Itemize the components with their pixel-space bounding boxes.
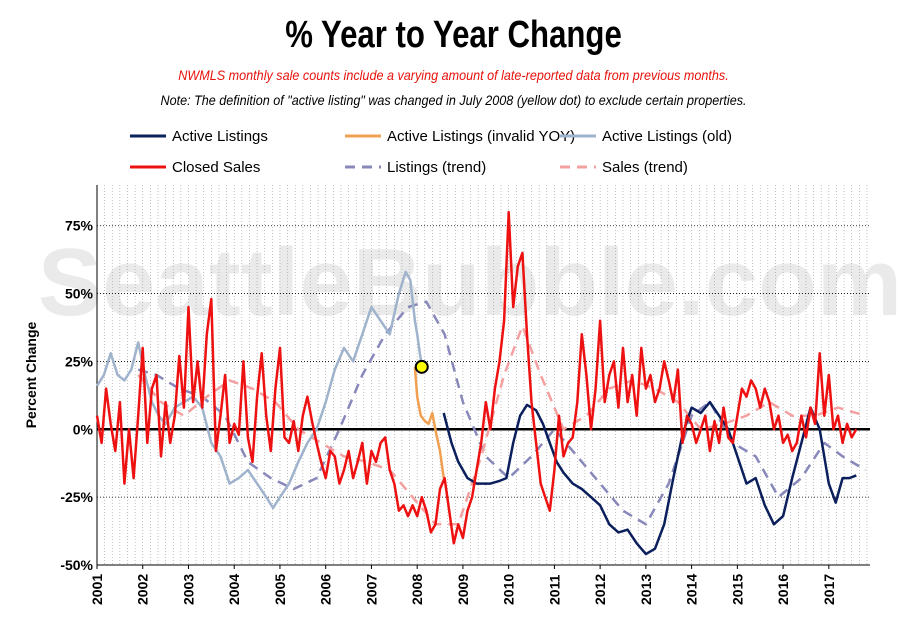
x-tick-label: 2017 [821, 574, 837, 605]
x-tick-label: 2011 [546, 574, 562, 605]
x-tick-label: 2006 [318, 574, 334, 605]
x-tick-label: 2007 [363, 574, 379, 605]
x-tick-label: 2012 [592, 574, 608, 605]
y-axis-label: Percent Change [23, 321, 39, 428]
x-tick-label: 2002 [135, 574, 151, 605]
x-tick-label: 2015 [729, 574, 745, 605]
yellow-dot-marker [414, 359, 429, 374]
legend-label: Active Listings (old) [602, 128, 732, 145]
legend-label: Active Listings (invalid YOY) [387, 128, 575, 145]
x-tick-label: 2005 [272, 574, 288, 605]
chart-title: % Year to Year Change [285, 14, 622, 56]
x-tick-label: 2003 [180, 574, 196, 605]
y-tick-label: -50% [60, 557, 93, 573]
plot-area: 75% 50% 25% 0% -25% -50%2001 2002 2003 2004 2005 2… [23, 185, 870, 605]
legend-label: Active Listings [172, 128, 268, 145]
series-line-active-listings-invalid-yoy- [413, 366, 445, 479]
legend-label: Sales (trend) [602, 159, 688, 176]
y-tick-label: 50% [65, 286, 94, 302]
x-tick-label: 2014 [684, 574, 700, 605]
watermark: SeattleBubble.com [38, 229, 902, 336]
series-line-sales-trend- [137, 324, 866, 526]
x-tick-label: 2010 [501, 574, 517, 605]
y-tick-label: 25% [65, 353, 94, 369]
x-tick-label: 2009 [455, 574, 471, 605]
x-tick-label: 2004 [226, 574, 242, 605]
y-tick-label: -25% [60, 489, 93, 505]
series-line-active-listings [442, 400, 857, 556]
x-tick-label: 2001 [89, 574, 105, 605]
x-tick-label: 2013 [638, 574, 654, 605]
legend-label: Listings (trend) [387, 159, 486, 176]
y-tick-label: 0% [73, 421, 94, 437]
x-tick-label: 2016 [775, 574, 791, 605]
series-line-listings-trend- [137, 300, 867, 526]
y-tick-label: 75% [65, 218, 94, 234]
legend-label: Closed Sales [172, 159, 260, 176]
series-line-closed-sales [95, 210, 858, 545]
x-tick-label: 2008 [409, 574, 425, 605]
definition-note: Note: The definition of "active listing"… [160, 92, 747, 108]
late-reported-note: NWMLS monthly sale counts include a vary… [178, 67, 729, 83]
legend: Active Listings Active Listings (invalid … [130, 128, 732, 176]
